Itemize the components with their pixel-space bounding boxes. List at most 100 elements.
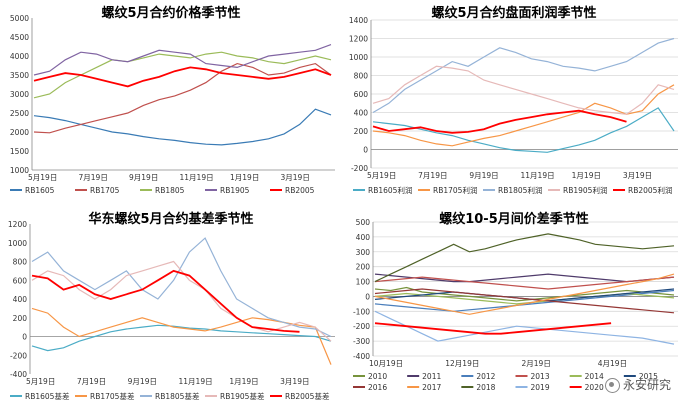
x-tick-label: 1月19日 — [229, 377, 258, 386]
x-tick-label: 3月19日 — [280, 377, 309, 386]
y-tick-label: 400 — [13, 295, 28, 304]
x-tick-label: 9月19日 — [129, 173, 158, 182]
series-line-2012 — [374, 289, 675, 312]
chart-svg: -200 0 200 400 600 800 1000 1200 1400 5月19日 7月19日 9… — [349, 16, 678, 195]
x-tick-label: 1月19日 — [230, 173, 259, 182]
chart-title: 螺纹5月合约价格季节性 — [101, 6, 241, 21]
series-line-2010 — [374, 286, 675, 302]
series-line-RB1805 — [33, 51, 332, 99]
x-tick-label: 4月19日 — [598, 359, 627, 368]
legend-label: 2018 — [476, 383, 495, 392]
chart-spread-seasonality: 螺纹10-5月间价差季节性 -400 -300 -200 -100 0 100 200 300… — [343, 206, 685, 411]
x-tick-label: 5月19日 — [26, 377, 55, 386]
y-tick-label: 0 — [22, 333, 27, 342]
series-line-RB1905基差 — [31, 260, 332, 342]
watermark: 永安研究 — [604, 376, 671, 393]
chart-title: 华东螺纹5月合约基差季节性 — [88, 212, 254, 227]
legend-label: RB1705 — [90, 186, 120, 195]
legend-label: RB1805利润 — [498, 185, 542, 195]
legend-label: 2013 — [531, 372, 550, 381]
series-line-RB2005利润 — [372, 109, 627, 134]
legend-label: 2011 — [422, 372, 441, 381]
y-tick-label: 0 — [363, 146, 368, 155]
chart-profit-seasonality: 螺纹5月合约盘面利润季节性 -200 0 200 400 600 800 1000 1200 1… — [343, 0, 685, 205]
y-tick-label: -200 — [351, 164, 368, 173]
chart-svg: -400 -300 -200 -100 0 100 200 300 400 500 10月19日 12… — [353, 218, 678, 392]
y-tick-label: 3500 — [10, 71, 29, 80]
y-tick-label: 4000 — [10, 52, 29, 61]
y-tick-label: 1000 — [349, 53, 368, 62]
x-tick-label: 2月19日 — [522, 359, 551, 368]
series-line-RB1705 — [33, 62, 332, 134]
y-tick-label: 2000 — [10, 128, 29, 137]
y-tick-label: 200 — [356, 263, 371, 272]
y-tick-label: 2500 — [10, 109, 29, 118]
y-tick-label: 500 — [356, 218, 371, 227]
legend-label: RB1805基差 — [155, 391, 200, 401]
y-tick-label: 1000 — [8, 239, 27, 248]
y-tick-label: 200 — [354, 127, 369, 136]
y-tick-label: 1400 — [349, 16, 368, 25]
legend-label: RB1805 — [155, 186, 185, 195]
y-tick-label: -200 — [353, 322, 370, 331]
x-tick-label: 7月19日 — [79, 173, 108, 182]
x-tick-label: 10月19日 — [369, 359, 403, 368]
y-tick-label: -400 — [353, 352, 370, 361]
x-tick-label: 12月19日 — [445, 359, 479, 368]
series-line-RB2005基差 — [31, 269, 300, 333]
legend-label: 2015 — [639, 372, 658, 381]
series-line-2016 — [374, 288, 675, 314]
legend-label: RB1905 — [220, 186, 250, 195]
legend-label: RB2005利润 — [628, 185, 672, 195]
y-tick-label: 800 — [354, 72, 369, 81]
legend-label: RB1705基差 — [90, 391, 135, 401]
y-tick-label: 100 — [356, 278, 371, 287]
chart-title: 螺纹10-5月间价差季节性 — [439, 212, 589, 227]
x-tick-label: 11月19日 — [179, 377, 213, 386]
legend-label: 2016 — [368, 383, 387, 392]
y-tick-label: 5000 — [10, 14, 29, 23]
y-tick-label: 1500 — [10, 147, 29, 156]
x-tick-label: 7月19日 — [418, 171, 447, 180]
chart-svg: -400 -200 0 200 400 600 800 1000 1200 5月19日 7月19日 9… — [8, 220, 335, 401]
chart-svg: 1000 1500 2000 2500 3000 3500 4000 4500 5000 5月19… — [10, 14, 335, 195]
legend-label: RB1605基差 — [25, 391, 70, 401]
y-tick-label: 3000 — [10, 90, 29, 99]
legend-label: RB1605 — [25, 186, 55, 195]
y-tick-label: 400 — [354, 109, 369, 118]
series-line-2017 — [374, 273, 675, 315]
y-tick-label: 300 — [356, 248, 371, 257]
y-tick-label: 1200 — [349, 35, 368, 44]
legend-label: RB1605利润 — [368, 185, 412, 195]
y-tick-label: -200 — [10, 351, 27, 360]
x-tick-label: 1月19日 — [572, 171, 601, 180]
series-line-RB2005 — [33, 66, 332, 88]
series-line-RB1605利润 — [372, 107, 675, 153]
wechat-icon — [604, 378, 620, 393]
x-tick-label: 5月19日 — [367, 171, 396, 180]
legend-label: RB1905基差 — [220, 391, 265, 401]
legend-label: RB1705利润 — [433, 185, 477, 195]
legend-label: 2010 — [368, 372, 387, 381]
y-tick-label: -100 — [353, 307, 370, 316]
legend-label: 2017 — [422, 383, 441, 392]
series-line-RB1905 — [33, 44, 332, 76]
y-tick-label: 600 — [354, 90, 369, 99]
legend-label: RB2005 — [285, 186, 315, 195]
chart-title: 螺纹5月合约盘面利润季节性 — [431, 6, 597, 21]
legend-label: 2020 — [585, 383, 604, 392]
chart-price-seasonality: 螺纹5月合约价格季节性 1000 1500 2000 2500 3000 3500 4000… — [0, 0, 342, 205]
chart-basis-seasonality: 华东螺纹5月合约基差季节性 -400 -200 0 200 400 600 800 1000 1… — [0, 206, 342, 411]
series-line-2013 — [374, 276, 675, 290]
y-tick-label: -300 — [353, 337, 370, 346]
x-tick-label: 3月19日 — [281, 173, 310, 182]
x-tick-label: 5月19日 — [28, 173, 57, 182]
y-tick-label: 0 — [365, 292, 370, 301]
x-tick-label: 9月19日 — [128, 377, 157, 386]
series-line-RB1705利润 — [372, 84, 675, 147]
watermark-text: 永安研究 — [622, 378, 671, 392]
y-tick-label: 1200 — [8, 220, 27, 229]
x-tick-label: 7月19日 — [77, 377, 106, 386]
y-tick-label: -400 — [10, 370, 27, 379]
y-tick-label: 400 — [356, 233, 371, 242]
